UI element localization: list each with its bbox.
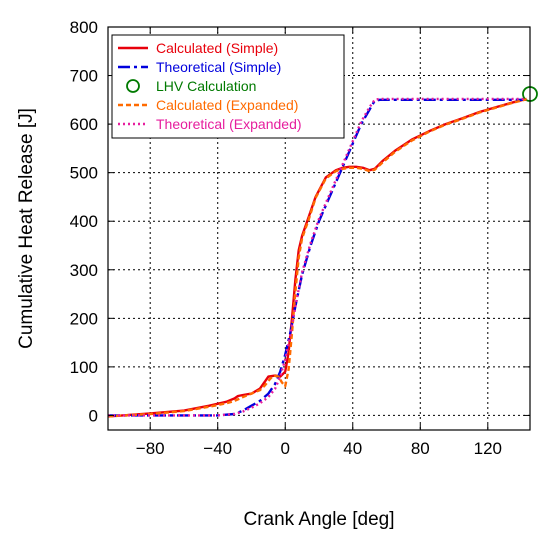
line-theoretical-simple [108,98,527,417]
y-tick-label: 300 [70,261,98,280]
y-tick-label: 700 [70,67,98,86]
line-calculated-simple [107,97,527,418]
legend: Calculated (Simple) Theoretical (Simple) L… [111,34,345,139]
legend-marker [126,79,140,93]
legend-item-theoretical-expanded: Theoretical (Expanded) [118,116,302,132]
x-tick-label: −80 [136,439,165,458]
y-tick-label: 0 [89,406,98,425]
legend-box [111,34,345,139]
x-axis-title: Crank Angle [deg] [243,509,394,530]
y-tick-label: 600 [70,115,98,134]
line-calculated-expanded [107,98,527,418]
legend-item-theoretical-simple: Theoretical (Simple) [118,59,281,75]
y-tick-label: 200 [70,309,98,328]
x-tick-label: 0 [281,439,290,458]
y-tick-label: 800 [70,18,98,37]
x-tick-label: 120 [474,439,502,458]
legend-label: LHV Calculation [156,78,256,94]
legend-item-lhv-calculation: LHV Calculation [126,78,256,94]
line-theoretical-expanded [108,97,527,417]
ticks: −80 −40 0 40 80 120 0 100 200 300 400 500 600 700 800 [70,18,530,458]
legend-items: Calculated (Simple) Theoretical (Simple) L… [118,40,302,132]
y-axis-title: Cumulative Heat Release [J] [16,108,37,349]
y-tick-label: 400 [70,212,98,231]
legend-label: Theoretical (Simple) [156,59,281,75]
y-tick-label: 100 [70,358,98,377]
x-tick-label: −40 [203,439,232,458]
x-tick-label: 40 [343,439,362,458]
legend-item-calculated-expanded: Calculated (Expanded) [118,97,298,113]
x-tick-label: 80 [411,439,430,458]
legend-label: Theoretical (Expanded) [156,116,302,132]
legend-label: Calculated (Expanded) [156,97,298,113]
y-tick-label: 500 [70,164,98,183]
plot-frame [107,26,531,431]
legend-item-calculated-simple: Calculated (Simple) [118,40,278,56]
legend-label: Calculated (Simple) [156,40,278,56]
